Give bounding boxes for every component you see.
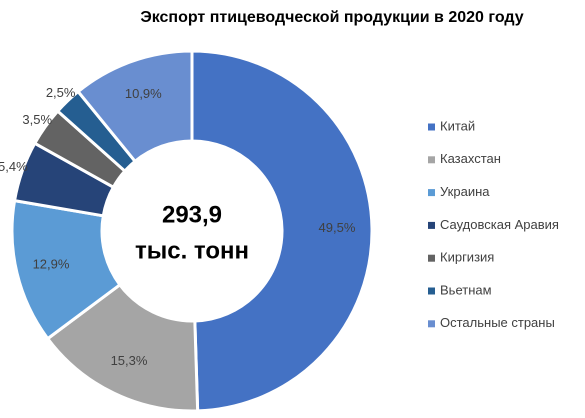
value-label: 49,5% <box>319 220 356 235</box>
center-value: 293,9 <box>162 201 222 228</box>
legend-swatch <box>428 320 435 328</box>
legend-label: Киргизия <box>440 250 494 265</box>
value-label: 10,9% <box>125 86 162 101</box>
legend-label: Саудовская Аравия <box>440 217 559 232</box>
value-label: 5,4% <box>0 159 28 174</box>
legend-label: Украина <box>440 184 490 199</box>
value-label: 3,5% <box>22 112 52 127</box>
legend-swatch <box>428 287 435 295</box>
legend-swatch <box>428 189 435 197</box>
legend-label: Китай <box>440 118 475 133</box>
legend-label: Вьетнам <box>440 282 492 297</box>
legend-swatch <box>428 221 435 229</box>
donut-slice <box>190 49 374 413</box>
center-unit: тыс. тонн <box>135 237 249 264</box>
legend-swatch <box>428 123 435 131</box>
value-label: 12,9% <box>33 256 70 271</box>
legend-swatch <box>428 156 435 164</box>
chart-title: Экспорт птицеводческой продукции в 2020 … <box>140 9 523 26</box>
legend-swatch <box>428 254 435 262</box>
legend-label: Казахстан <box>440 151 501 166</box>
value-label: 15,3% <box>111 353 148 368</box>
donut-slice <box>45 282 200 413</box>
value-label: 2,5% <box>46 85 76 100</box>
legend-label: Остальные страны <box>440 315 555 330</box>
donut-slice <box>76 49 194 164</box>
